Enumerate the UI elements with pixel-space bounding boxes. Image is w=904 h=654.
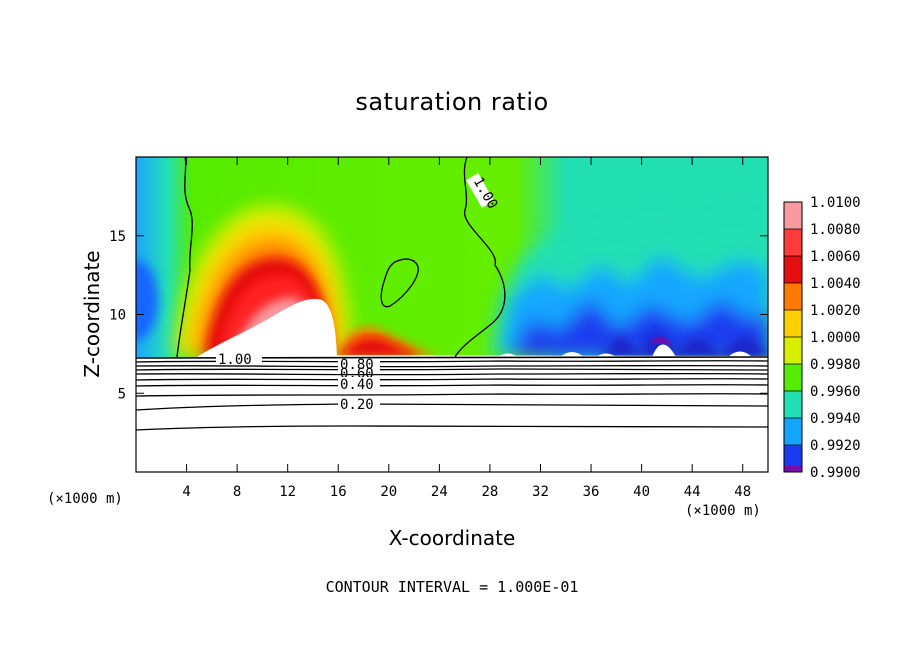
colorbar-label: 0.9980 <box>810 357 861 373</box>
colorbar-swatch <box>784 418 802 445</box>
colorbar-swatch <box>784 229 802 256</box>
x-tick-label: 12 <box>279 484 296 500</box>
contour-label: 0.20 <box>340 397 374 413</box>
colorbar-label: 1.0000 <box>810 330 861 346</box>
x-axis-label: X-coordinate <box>388 526 516 550</box>
y-tick-label: 10 <box>109 308 126 324</box>
x-tick-label: 44 <box>684 484 701 500</box>
colorbar-swatch <box>784 310 802 337</box>
colorbar-swatch <box>784 256 802 283</box>
colorbar-label: 1.0080 <box>810 222 861 238</box>
chart-title: saturation ratio <box>355 88 549 116</box>
contour-interval-note: CONTOUR INTERVAL = 1.000E-01 <box>325 578 579 596</box>
x-tick-label: 48 <box>734 484 751 500</box>
contour-label: 1.00 <box>218 352 252 368</box>
x-tick-label: 16 <box>330 484 347 500</box>
x-tick-label: 40 <box>633 484 650 500</box>
colorbar-label: 0.9940 <box>810 411 861 427</box>
colorbar-label: 1.0100 <box>810 195 861 211</box>
colorbar-swatch <box>784 283 802 310</box>
contour-label: 0.80 <box>340 357 374 373</box>
x-tick-label: 36 <box>583 484 600 500</box>
x-tick-label: 4 <box>182 484 190 500</box>
x-unit-left: (×1000 m) <box>47 491 123 507</box>
colorbar-label: 0.9920 <box>810 438 861 454</box>
x-tick-label: 28 <box>481 484 498 500</box>
colorbar-label: 1.0060 <box>810 249 861 265</box>
x-tick-label: 20 <box>380 484 397 500</box>
x-unit-right: (×1000 m) <box>685 503 761 519</box>
x-tick-label: 32 <box>532 484 549 500</box>
colorbar-label: 0.9900 <box>810 465 861 481</box>
contour-lines <box>136 157 768 431</box>
heatmap-field <box>136 157 768 472</box>
x-tick-label: 8 <box>233 484 241 500</box>
y-tick-label: 15 <box>109 229 126 245</box>
colorbar-swatch <box>784 445 802 472</box>
colorbar-label: 1.0020 <box>810 303 861 319</box>
x-tick-label: 24 <box>431 484 448 500</box>
colorbar-label: 0.9960 <box>810 384 861 400</box>
colorbar-swatch <box>784 337 802 364</box>
colorbar-swatch <box>784 364 802 391</box>
y-tick-label: 5 <box>118 386 126 402</box>
colorbar: 1.0100 1.0080 1.0060 1.0040 1.0020 1.0000 0.99… <box>783 195 861 481</box>
colorbar-swatch <box>784 391 802 418</box>
colorbar-swatch <box>784 466 802 472</box>
contour-labels: 1.00 1.00 0.80 0.60 0.40 0.20 <box>216 173 500 413</box>
contour-label: 0.40 <box>340 377 374 393</box>
colorbar-label: 1.0040 <box>810 276 861 292</box>
colorbar-swatch <box>784 202 802 229</box>
